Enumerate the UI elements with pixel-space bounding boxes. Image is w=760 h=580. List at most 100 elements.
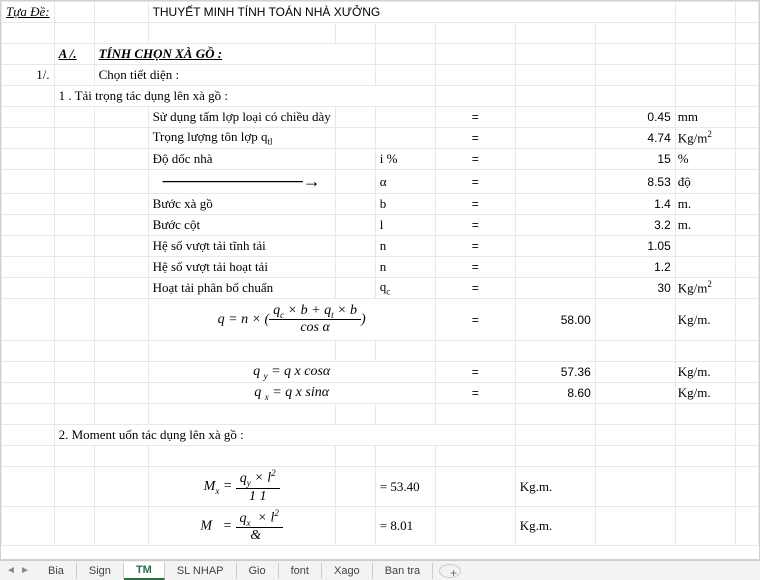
- param-label: Hệ số vượt tải hoạt tải: [148, 257, 335, 278]
- sub-title: Chọn tiết diện :: [94, 65, 375, 86]
- tab-font[interactable]: font: [279, 563, 322, 579]
- page-title: THUYẾT MINH TÍNH TOÁN NHÀ XƯỞNG: [153, 5, 381, 19]
- eq-sign: =: [435, 194, 515, 215]
- eq-sign: =: [435, 299, 515, 341]
- eq-sign: =: [435, 257, 515, 278]
- section-2-title: 2. Moment uốn tác dụng lên xà gồ :: [54, 425, 515, 446]
- eq-sign: =: [435, 107, 515, 128]
- param-symbol: n: [375, 236, 435, 257]
- eq-sign: =: [435, 362, 515, 383]
- table-row[interactable]: [2, 341, 759, 362]
- table-row[interactable]: Sử dụng tấm lợp loại có chiều dày = 0.45…: [2, 107, 759, 128]
- formula-unit: Kg/m.: [675, 362, 735, 383]
- sub-code: 1/.: [2, 65, 55, 86]
- tab-nav-first[interactable]: ◄: [4, 565, 18, 576]
- param-unit: m.: [675, 194, 735, 215]
- table-row[interactable]: q x = q x sinα = 8.60 Kg/m.: [2, 383, 759, 404]
- sheet-tabs-bar: ◄ ► Bia Sign TM SL NHAP Gio font Xago Ba…: [0, 560, 760, 580]
- header-label: Tựa Đề:: [2, 2, 55, 23]
- table-row[interactable]: q y = q x cosα = 57.36 Kg/m.: [2, 362, 759, 383]
- calc-table: Tựa Đề: THUYẾT MINH TÍNH TOÁN NHÀ XƯỞNG …: [1, 1, 759, 546]
- formula-unit: Kg.m.: [515, 507, 595, 546]
- table-row[interactable]: Trọng lượng tôn lợp qtl = 4.74 Kg/m2: [2, 128, 759, 149]
- param-label: Sử dụng tấm lợp loại có chiều dày: [148, 107, 335, 128]
- add-sheet-button[interactable]: +: [439, 564, 461, 578]
- param-symbol: qc: [375, 278, 435, 299]
- tab-gio[interactable]: Gio: [237, 563, 279, 579]
- sub-item: 1 . Tải trọng tác dụng lên xà gồ :: [54, 86, 435, 107]
- param-value: 0.45: [595, 107, 675, 128]
- param-label: Bước xà gồ: [148, 194, 335, 215]
- param-unit: %: [675, 149, 735, 170]
- eq-sign: =: [435, 128, 515, 149]
- formula-value: 57.36: [515, 362, 595, 383]
- param-symbol: l: [375, 215, 435, 236]
- eq-sign: =: [435, 278, 515, 299]
- table-row[interactable]: Bước xà gồ b = 1.4 m.: [2, 194, 759, 215]
- param-label: Hoạt tải phân bố chuẩn: [148, 278, 335, 299]
- section-title: TÍNH CHỌN XÀ GỒ :: [94, 44, 375, 65]
- param-unit: m.: [675, 215, 735, 236]
- table-row[interactable]: Hoạt tải phân bố chuẩn qc = 30 Kg/m2: [2, 278, 759, 299]
- formula-mx: Mx = qy × l21 1: [148, 467, 335, 507]
- param-symbol: i %: [375, 149, 435, 170]
- eq-sign: =: [435, 215, 515, 236]
- table-row[interactable]: A /. TÍNH CHỌN XÀ GỒ :: [2, 44, 759, 65]
- param-value: 1.4: [595, 194, 675, 215]
- param-unit: độ: [675, 170, 735, 194]
- param-value: 3.2: [595, 215, 675, 236]
- param-unit: Kg/m2: [675, 128, 735, 149]
- formula-unit: Kg/m.: [675, 383, 735, 404]
- param-label: Bước cột: [148, 215, 335, 236]
- param-unit: Kg/m2: [675, 278, 735, 299]
- table-row[interactable]: Hệ số vượt tải tĩnh tải n = 1.05: [2, 236, 759, 257]
- tab-slnhap[interactable]: SL NHAP: [165, 563, 237, 579]
- param-value: 4.74: [595, 128, 675, 149]
- formula-q: q = n × (qc × b + qt × bcos α): [148, 299, 435, 341]
- tab-nav-last[interactable]: ►: [18, 565, 32, 576]
- param-value: 30: [595, 278, 675, 299]
- param-unit: [675, 257, 735, 278]
- formula-qy: q y = q x cosα: [148, 362, 435, 383]
- formula-value: 8.60: [515, 383, 595, 404]
- table-row[interactable]: Mx = qy × l21 1 = 53.40 Kg.m.: [2, 467, 759, 507]
- table-row[interactable]: 1 . Tải trọng tác dụng lên xà gồ :: [2, 86, 759, 107]
- table-row[interactable]: 2. Moment uốn tác dụng lên xà gồ :: [2, 425, 759, 446]
- spreadsheet-area: Tựa Đề: THUYẾT MINH TÍNH TOÁN NHÀ XƯỞNG …: [0, 0, 760, 560]
- tab-xago[interactable]: Xago: [322, 563, 373, 579]
- eq-sign: =: [435, 149, 515, 170]
- tab-bia[interactable]: Bia: [36, 563, 77, 579]
- table-row[interactable]: Bước cột l = 3.2 m.: [2, 215, 759, 236]
- table-row[interactable]: 1/. Chọn tiết diện :: [2, 65, 759, 86]
- tab-tm[interactable]: TM: [124, 562, 165, 580]
- formula-qx: q x = q x sinα: [148, 383, 435, 404]
- param-symbol: α: [375, 170, 435, 194]
- eq-sign: =: [435, 170, 515, 194]
- table-row[interactable]: [2, 23, 759, 44]
- param-value: 15: [595, 149, 675, 170]
- formula-value: = 8.01: [375, 507, 435, 546]
- table-row[interactable]: Độ dốc nhà i % = 15 %: [2, 149, 759, 170]
- formula-value: = 53.40: [375, 467, 435, 507]
- param-symbol: n: [375, 257, 435, 278]
- param-value: 1.05: [595, 236, 675, 257]
- param-label: Độ dốc nhà: [148, 149, 335, 170]
- param-unit: [675, 236, 735, 257]
- table-row[interactable]: Hệ số vượt tải hoạt tải n = 1.2: [2, 257, 759, 278]
- table-row[interactable]: Tựa Đề: THUYẾT MINH TÍNH TOÁN NHÀ XƯỞNG: [2, 2, 759, 23]
- table-row[interactable]: ───────────→ α = 8.53 độ: [2, 170, 759, 194]
- tab-bantra[interactable]: Ban tra: [373, 563, 433, 579]
- formula-value: 58.00: [515, 299, 595, 341]
- param-value: 8.53: [595, 170, 675, 194]
- table-row[interactable]: [2, 446, 759, 467]
- table-row[interactable]: q = n × (qc × b + qt × bcos α) = 58.00 K…: [2, 299, 759, 341]
- formula-unit: Kg.m.: [515, 467, 595, 507]
- param-unit: mm: [675, 107, 735, 128]
- tab-sign[interactable]: Sign: [77, 563, 124, 579]
- arrow-icon: ───────────→: [148, 170, 335, 194]
- param-symbol: b: [375, 194, 435, 215]
- eq-sign: =: [435, 236, 515, 257]
- table-row[interactable]: M = qx × l2& = 8.01 Kg.m.: [2, 507, 759, 546]
- table-row[interactable]: [2, 404, 759, 425]
- param-label: Trọng lượng tôn lợp qtl: [148, 128, 335, 149]
